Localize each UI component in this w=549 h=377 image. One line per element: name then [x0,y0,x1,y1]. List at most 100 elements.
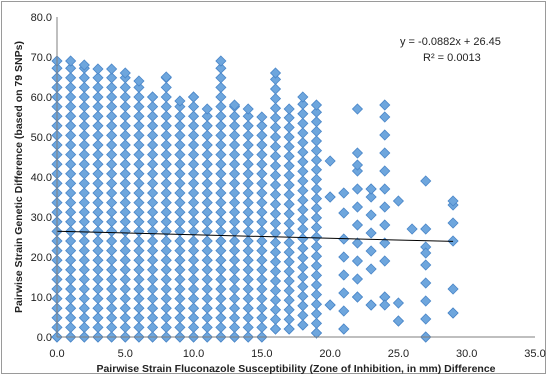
data-point [119,129,131,141]
data-point [228,312,241,324]
data-point [297,146,309,158]
data-point [406,223,418,235]
data-point [215,321,227,333]
data-point [269,112,282,124]
data-point [242,273,254,285]
data-point [119,206,131,218]
data-point [283,265,295,277]
data-point [228,129,241,141]
data-point [92,81,104,93]
data-point [215,293,227,305]
data-point [256,293,268,305]
data-point [174,197,186,209]
data-point [92,158,104,170]
data-point [147,120,159,132]
data-point [283,208,295,220]
trendline-equation: y = -0.0882x + 26.45 [400,36,501,48]
data-point [174,149,186,161]
data-point [215,254,227,266]
data-point [160,158,172,170]
data-point [310,308,323,320]
data-point [106,264,118,276]
data-point [256,216,268,228]
data-point [174,273,186,285]
data-point [215,139,227,151]
data-point [92,273,104,285]
data-point [78,273,90,285]
data-point [420,313,432,325]
x-tick-label: 0.0 [49,348,64,360]
data-point [106,158,118,170]
data-point [147,264,159,276]
data-point [310,99,323,111]
data-point [338,323,350,335]
data-point [119,321,131,333]
data-point [420,277,432,289]
data-point [160,120,172,132]
trendline [56,230,454,242]
data-point [242,254,254,266]
data-point [310,250,323,262]
data-point [78,235,90,247]
data-point [147,91,159,103]
data-point [119,216,131,228]
data-point [283,313,295,325]
data-point [269,179,282,191]
data-point [228,120,241,132]
data-point [201,216,213,228]
data-point [242,197,254,209]
data-point [133,81,145,93]
data-point [392,195,404,207]
data-point [119,81,131,93]
data-point [201,293,213,305]
data-point [283,285,295,297]
data-point [106,81,118,93]
data-point [215,55,227,67]
data-point [365,299,377,311]
data-point [78,139,90,151]
data-point [215,197,227,209]
data-point [119,254,131,266]
data-point [297,213,309,225]
data-point [201,197,213,209]
data-point [379,165,391,177]
data-point [106,273,118,285]
data-point [92,312,104,324]
data-point [119,302,131,314]
data-point [106,129,118,141]
data-point [310,154,323,166]
data-point [242,187,254,199]
data-point [65,62,77,74]
data-point [160,71,172,83]
data-point [215,245,227,257]
data-point [283,169,295,181]
data-point [269,217,282,229]
data-point [365,183,377,195]
x-tick-label: 20.0 [319,348,340,360]
data-point [201,129,213,141]
data-point [256,139,268,151]
x-tick-label: 30.0 [456,348,477,360]
data-point [188,168,200,180]
data-point [147,149,159,161]
data-point [379,219,391,231]
data-point [119,177,131,189]
data-point [215,273,227,285]
data-point [297,290,309,302]
data-point [92,91,104,103]
data-point [283,323,295,335]
data-point [256,245,268,257]
data-point [392,297,404,309]
data-point [269,313,282,325]
data-point [78,101,90,113]
data-point [65,321,77,333]
data-point [119,139,131,151]
data-point [174,293,186,305]
data-point [160,321,172,333]
data-point [160,187,172,199]
data-point [92,206,104,218]
data-point [65,235,77,247]
data-point [283,141,295,153]
data-point [119,245,131,257]
data-point [256,321,268,333]
